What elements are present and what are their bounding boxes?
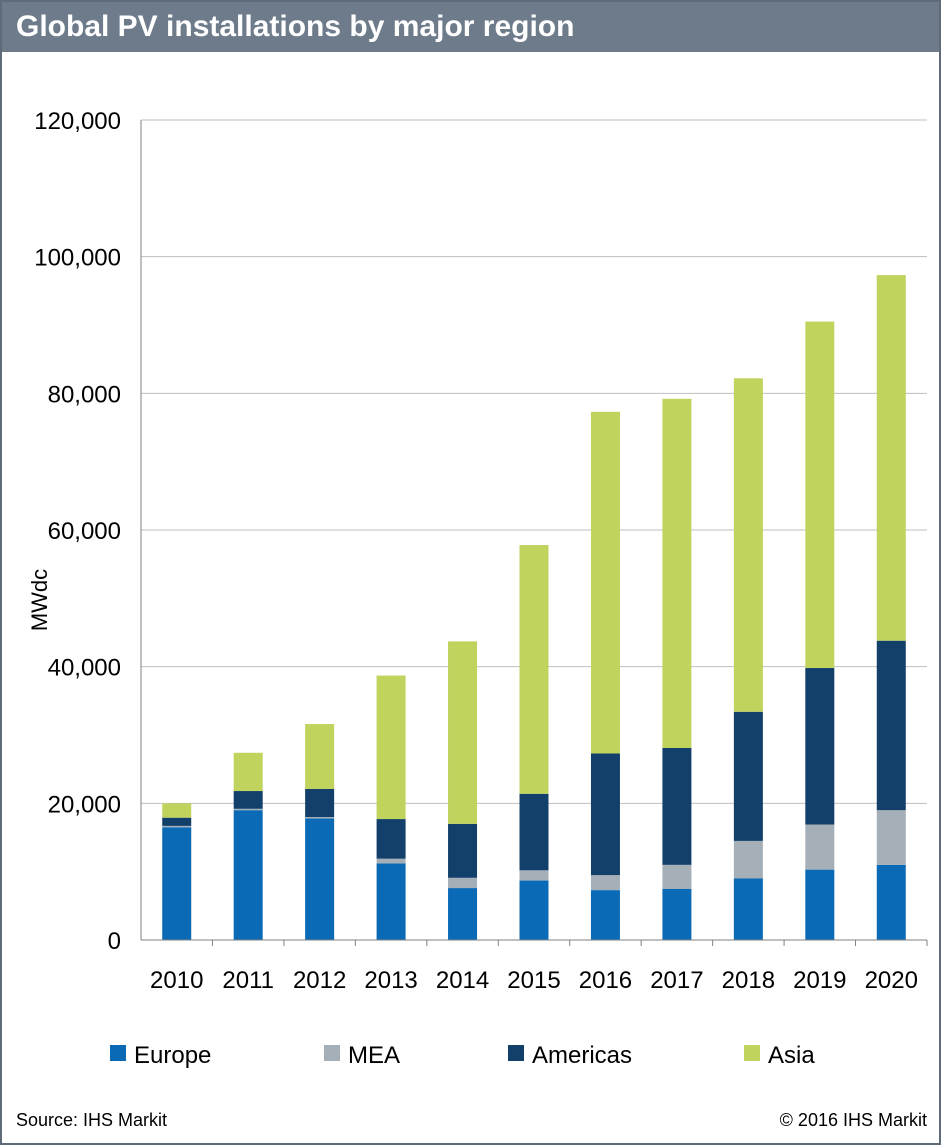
bar-segment-americas (590, 753, 620, 876)
y-tick-label: 100,000 (34, 245, 121, 272)
legend-swatch (324, 1045, 340, 1061)
bar-segment-europe (805, 869, 835, 940)
bar-segment-europe (376, 863, 406, 940)
bar-segment-mea (662, 864, 692, 889)
bar-segment-americas (305, 788, 335, 817)
x-tick-label: 2015 (507, 967, 560, 994)
legend-label: Asia (768, 1042, 815, 1069)
bar-segment-americas (448, 823, 478, 878)
bar-segment-europe (233, 810, 263, 940)
source-note: Source: IHS Markit (16, 1110, 168, 1130)
bar-segment-mea (519, 870, 549, 881)
y-axis-label: MWdc (27, 569, 52, 631)
x-tick-label: 2011 (222, 967, 274, 994)
bar-segment-mea (162, 825, 192, 828)
bar-segment-europe (162, 827, 192, 940)
chart-title: Global PV installations by major region (16, 10, 575, 43)
bar-segment-asia (590, 411, 620, 754)
legend-label: MEA (348, 1042, 400, 1069)
bar-segment-asia (733, 378, 763, 712)
bar-segment-americas (662, 747, 692, 865)
bar-segment-americas (519, 793, 549, 871)
x-tick-label: 2016 (579, 967, 632, 994)
title-bar: Global PV installations by major region (2, 2, 939, 52)
y-tick-label: 20,000 (48, 791, 121, 818)
bar-segment-asia (448, 641, 478, 824)
bar-segment-americas (162, 817, 192, 826)
x-tick-label: 2018 (722, 967, 775, 994)
x-tick-label: 2017 (650, 967, 703, 994)
x-tick-label: 2019 (793, 967, 846, 994)
y-tick-label: 120,000 (34, 108, 121, 135)
y-tick-label: 0 (108, 928, 121, 955)
x-tick-label: 2012 (293, 967, 346, 994)
bar-segment-asia (376, 675, 406, 820)
bar-segment-europe (448, 888, 478, 940)
bar-segment-mea (376, 858, 406, 864)
bar-segment-asia (662, 398, 692, 748)
bar-segment-americas (233, 791, 263, 809)
copyright-note: © 2016 IHS Markit (779, 1110, 927, 1130)
legend-swatch (110, 1045, 126, 1061)
bar-segment-europe (590, 890, 620, 940)
y-tick-label: 40,000 (48, 655, 121, 682)
bar-segment-asia (305, 724, 335, 789)
bar-segment-mea (590, 875, 620, 891)
x-tick-label: 2020 (865, 967, 918, 994)
bar-segment-asia (805, 321, 835, 669)
bar-segment-mea (448, 877, 478, 889)
bar-segment-mea (805, 824, 835, 870)
bar-segment-americas (733, 711, 763, 841)
bar-segment-asia (233, 752, 263, 792)
bar-segment-europe (662, 888, 692, 940)
legend-swatch (744, 1045, 760, 1061)
bar-segment-europe (305, 818, 335, 940)
x-tick-label: 2010 (150, 967, 203, 994)
legend-label: Americas (532, 1042, 632, 1069)
bar-segment-europe (733, 878, 763, 940)
bar-segment-asia (162, 803, 192, 818)
x-tick-label: 2014 (436, 967, 489, 994)
y-tick-label: 80,000 (48, 381, 121, 408)
legend-swatch (508, 1045, 524, 1061)
bar-segment-europe (519, 880, 549, 940)
legend-label: Europe (134, 1042, 211, 1069)
bar-segment-americas (805, 668, 835, 825)
bar-segment-mea (233, 808, 263, 811)
bar-segment-mea (305, 817, 335, 819)
bar-segment-americas (876, 640, 906, 811)
x-tick-label: 2013 (364, 967, 417, 994)
bar-segment-mea (876, 810, 906, 865)
y-tick-label: 60,000 (48, 518, 121, 545)
bar-segment-mea (733, 840, 763, 879)
bar-segment-americas (376, 819, 406, 859)
bar-segment-asia (876, 275, 906, 641)
bar-segment-europe (876, 864, 906, 940)
bar-segment-asia (519, 545, 549, 794)
